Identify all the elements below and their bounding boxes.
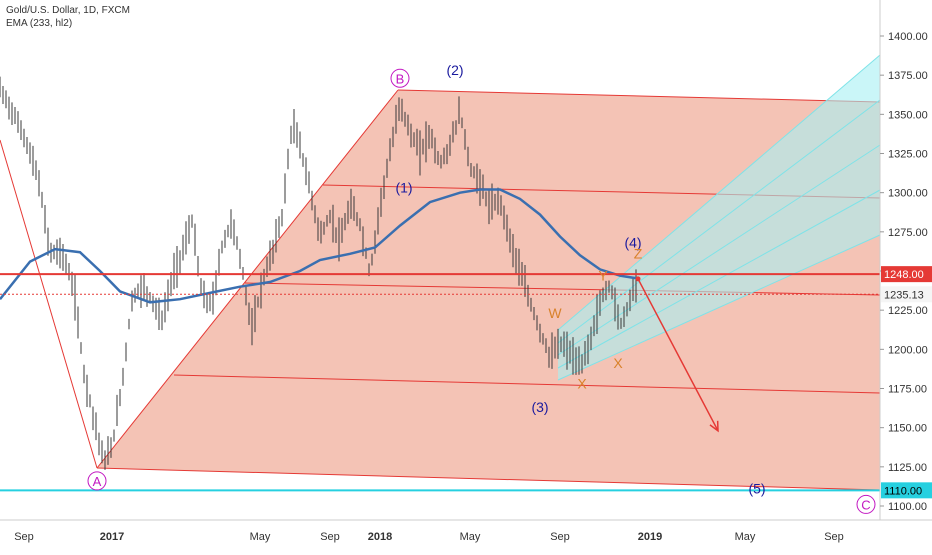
x-axis[interactable]: Sep2017JanMarMayJulSep2018MarMayJulSep20… (14, 531, 844, 543)
price-label-bg (881, 266, 932, 283)
wave-label: W (548, 305, 562, 321)
wave-circle (390, 68, 410, 88)
wave-label: (1) (395, 180, 412, 196)
ema-line (0, 188, 641, 304)
price-label-bg (881, 286, 932, 303)
wave-label: Z (634, 245, 643, 261)
cyan-channel-fill (558, 55, 880, 380)
pitchfork-handle-upper (0, 139, 98, 469)
wave-label: (2) (446, 62, 463, 78)
symbol-title[interactable]: Gold/U.S. Dollar, 1D, FXCM (6, 5, 130, 16)
x-tick-label: 2018 (368, 531, 392, 543)
forecast-arrow-group (635, 276, 719, 433)
x-tick-label: 2017 (100, 531, 124, 543)
x-tick-label: May (250, 531, 271, 543)
horizontal-lines (0, 273, 880, 492)
indicator-label[interactable]: EMA (233, hl2) (6, 18, 73, 29)
y-tick-label: 1150.00 (888, 423, 927, 435)
y-tick-label: 1375.00 (888, 70, 928, 82)
y-tick-label: 1100.00 (888, 501, 927, 513)
wave-label: (5) (748, 480, 765, 496)
wave-circle (856, 494, 876, 514)
wave-label: (3) (531, 399, 548, 415)
wave-labels: (1) (2) (3) (4) (5) W X Y X Z A B C (87, 62, 876, 514)
price-label-bg (881, 482, 932, 499)
price-label: 1248.00 (884, 269, 924, 281)
x-tick-label: Sep (824, 531, 844, 543)
pitchfork-channel-fill (97, 90, 880, 490)
price-label: 1235.13 (884, 289, 924, 301)
y-tick-label: 1350.00 (888, 109, 928, 121)
x-tick-label: 2019 (638, 531, 662, 543)
y-tick-label: 1225.00 (888, 305, 928, 317)
pitchfork-left-edge (96, 89, 399, 469)
y-tick-label: 1400.00 (888, 31, 928, 43)
cyan-channel-lines (557, 54, 881, 381)
wave-label: X (577, 376, 587, 392)
price-candles (0, 76, 637, 470)
chart-legend: Gold/U.S. Dollar, 1D, FXCM EMA (233, hl2… (6, 4, 130, 30)
y-tick-label: 1125.00 (888, 462, 927, 474)
wave-circle (87, 471, 107, 491)
y-tick-label: 1325.00 (888, 149, 928, 161)
forecast-arrow-line (637, 278, 719, 432)
x-tick-label: Sep (550, 531, 570, 543)
y-tick-label: 1200.00 (888, 344, 928, 356)
pitchfork-median-lower (173, 374, 881, 394)
pitchfork-bottom-line (96, 467, 881, 491)
wave-label: (4) (624, 235, 641, 251)
forecast-arrow-head (709, 420, 719, 433)
pitchfork-top-line (397, 89, 881, 103)
forecast-arrow-origin (635, 276, 641, 282)
x-tick-label: May (735, 531, 756, 543)
wave-circle-label: A (93, 474, 102, 489)
pitchfork-median-mid (244, 282, 881, 296)
price-label: 1110.00 (884, 485, 922, 497)
price-labels: 1248.00 1235.13 1110.00 (881, 266, 932, 499)
x-tick-label: Sep (14, 531, 34, 543)
y-tick-label: 1275.00 (888, 227, 928, 239)
wave-circle-label: B (396, 71, 405, 86)
x-tick-label: May (460, 531, 481, 543)
x-tick-label: Sep (320, 531, 340, 543)
y-tick-label: 1300.00 (888, 188, 928, 200)
wave-label: Y (598, 267, 608, 283)
ema-line-group (0, 188, 641, 304)
y-tick-label: 1175.00 (888, 384, 927, 396)
wave-circle-label: C (861, 497, 870, 512)
wave-label: X (613, 355, 623, 371)
